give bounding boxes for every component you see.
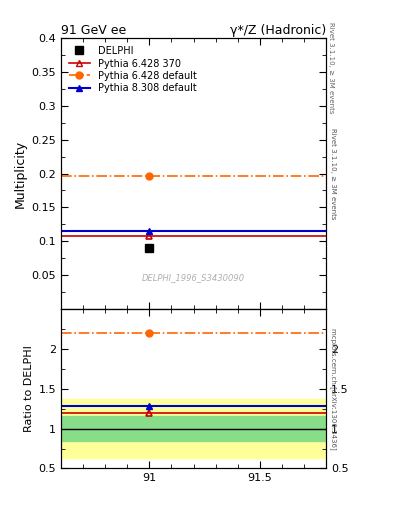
- Text: Rivet 3.1.10, ≥ 3M events: Rivet 3.1.10, ≥ 3M events: [328, 22, 334, 113]
- Bar: [61, 416, 326, 441]
- Bar: [61, 399, 326, 458]
- Text: mcplots.cern.ch [arXiv:1306.3436]: mcplots.cern.ch [arXiv:1306.3436]: [330, 328, 337, 450]
- Y-axis label: Ratio to DELPHI: Ratio to DELPHI: [24, 345, 34, 432]
- Text: 91 GeV ee: 91 GeV ee: [61, 24, 126, 37]
- Text: DELPHI_1996_S3430090: DELPHI_1996_S3430090: [142, 273, 245, 282]
- Y-axis label: Multiplicity: Multiplicity: [14, 139, 27, 208]
- Legend: DELPHI, Pythia 6.428 370, Pythia 6.428 default, Pythia 8.308 default: DELPHI, Pythia 6.428 370, Pythia 6.428 d…: [66, 43, 200, 96]
- Text: Rivet 3.1.10, ≥ 3M events: Rivet 3.1.10, ≥ 3M events: [330, 128, 336, 219]
- Text: γ*/Z (Hadronic): γ*/Z (Hadronic): [230, 24, 326, 37]
